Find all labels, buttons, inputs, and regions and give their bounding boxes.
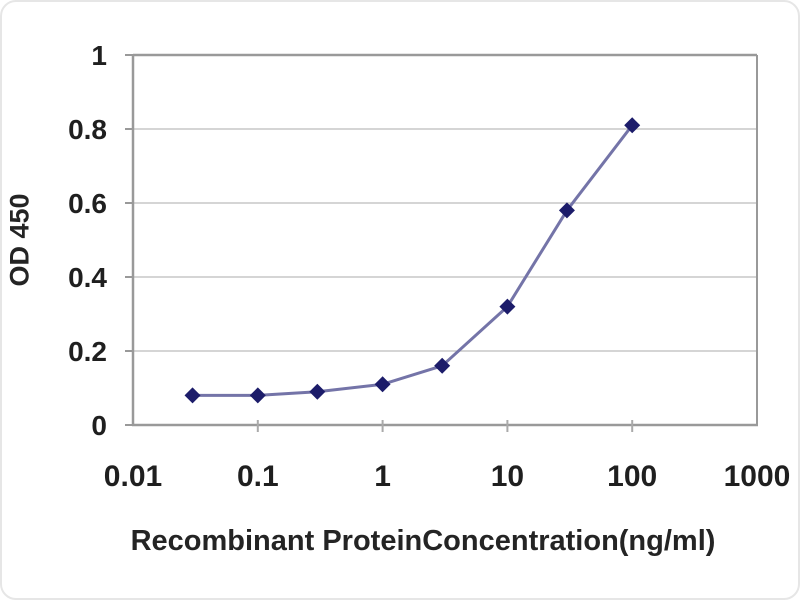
y-tick-label: 0.2: [68, 336, 107, 367]
y-tick-label: 1: [91, 40, 107, 71]
x-tick-label: 0.01: [104, 460, 162, 493]
data-point-marker: [374, 376, 391, 393]
data-point-marker: [624, 117, 641, 134]
data-point-marker: [434, 357, 451, 374]
data-point-marker: [249, 387, 266, 404]
data-point-marker: [499, 298, 516, 315]
y-axis-title: OD 450: [4, 193, 35, 287]
x-axis-title: Recombinant ProteinConcentration(ng/ml): [130, 525, 716, 557]
series-line: [191, 123, 634, 397]
data-point-marker: [309, 383, 326, 400]
x-tick-label: 0.1: [237, 460, 279, 493]
x-tick-label: 10: [491, 460, 524, 493]
data-point-marker: [558, 202, 575, 219]
y-tick-label: 0: [91, 410, 107, 441]
x-tick-label: 100: [607, 460, 657, 493]
y-tick-label: 0.6: [68, 188, 107, 219]
y-tick-label: 0.8: [68, 114, 107, 145]
data-point-marker: [184, 387, 201, 404]
x-tick-label: 1: [374, 460, 391, 493]
x-tick-label: 1000: [724, 460, 791, 493]
y-tick-label: 0.4: [68, 262, 107, 293]
